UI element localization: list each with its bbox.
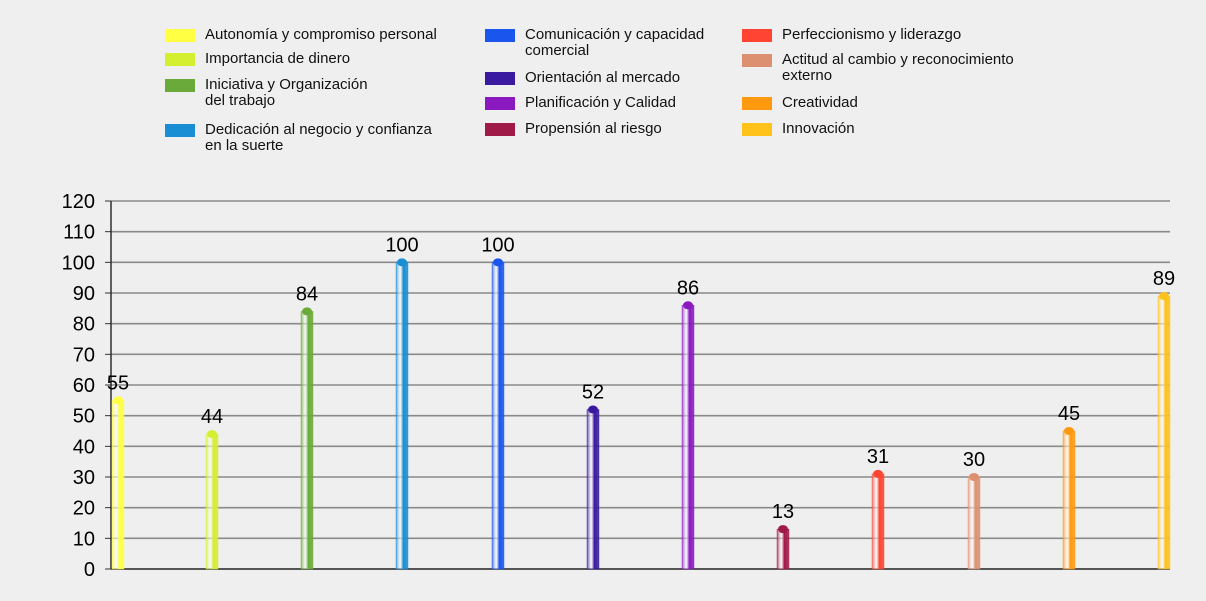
- y-tick-label: 30: [73, 467, 95, 489]
- legend-item: Comunicación y capacidad comercial: [485, 27, 704, 59]
- legend-label: Autonomía y compromiso personal: [205, 26, 437, 43]
- legend-swatch: [165, 29, 195, 42]
- data-label: 30: [963, 449, 985, 471]
- legend-label: Innovación: [782, 120, 855, 137]
- bar: [682, 305, 694, 569]
- bar: [112, 400, 124, 569]
- legend-swatch: [165, 53, 195, 66]
- data-label: 100: [481, 234, 514, 256]
- bar: [492, 262, 504, 569]
- data-label: 84: [296, 283, 318, 305]
- legend-item: Actitud al cambio y reconocimiento exter…: [742, 52, 1014, 84]
- legend-swatch: [165, 124, 195, 137]
- y-tick-label: 10: [73, 528, 95, 550]
- data-label: 89: [1153, 268, 1175, 290]
- legend-item: Innovación: [742, 121, 855, 137]
- y-tick-label: 60: [73, 375, 95, 397]
- bar-cap: [113, 396, 123, 405]
- data-label: 55: [107, 372, 129, 394]
- legend-item: Orientación al mercado: [485, 70, 680, 86]
- legend-label: Planificación y Calidad: [525, 94, 676, 111]
- data-label: 52: [582, 382, 604, 404]
- legend-swatch: [742, 54, 772, 67]
- legend-item: Autonomía y compromiso personal: [165, 27, 437, 43]
- legend-swatch: [485, 97, 515, 110]
- y-tick-label: 100: [62, 252, 95, 274]
- bar-cap: [207, 430, 217, 439]
- legend-label: Iniciativa y Organización del trabajo: [205, 76, 368, 109]
- y-tick-label: 20: [73, 498, 95, 520]
- data-label: 13: [772, 501, 794, 523]
- bar: [1158, 296, 1170, 569]
- legend-swatch: [742, 29, 772, 42]
- bar: [301, 311, 313, 569]
- bar-cap: [493, 258, 503, 267]
- y-tick-label: 0: [84, 559, 95, 581]
- y-tick-label: 90: [73, 283, 95, 305]
- y-tick-label: 80: [73, 314, 95, 336]
- bar-cap: [1064, 427, 1074, 435]
- bar-cap: [778, 525, 788, 534]
- y-tick-label: 110: [63, 222, 95, 244]
- legend-swatch: [485, 123, 515, 136]
- legend-label: Propensión al riesgo: [525, 120, 662, 137]
- bar: [206, 434, 218, 569]
- legend-swatch: [485, 29, 515, 42]
- legend-item: Planificación y Calidad: [485, 95, 676, 111]
- data-label: 100: [385, 234, 418, 256]
- legend-label: Creatividad: [782, 94, 858, 111]
- data-label: 31: [867, 446, 889, 468]
- legend-item: Creatividad: [742, 95, 858, 111]
- legend-label: Dedicación al negocio y confianza en la …: [205, 121, 432, 154]
- bar-cap: [683, 301, 693, 310]
- y-tick-label: 40: [73, 436, 95, 458]
- bar: [872, 473, 884, 569]
- legend-swatch: [742, 97, 772, 110]
- bar: [968, 477, 980, 569]
- legend-label: Actitud al cambio y reconocimiento exter…: [782, 51, 1014, 84]
- bar-cap: [873, 469, 883, 478]
- y-tick-label: 70: [73, 344, 95, 366]
- legend-label: Perfeccionismo y liderazgo: [782, 26, 962, 43]
- bar-cap: [588, 405, 598, 414]
- data-label: 86: [677, 277, 699, 299]
- bar: [587, 409, 599, 569]
- bar-cap: [969, 473, 979, 481]
- bar: [1063, 431, 1075, 569]
- bar: [777, 529, 789, 569]
- bar-cap: [397, 258, 407, 267]
- y-tick-label: 120: [62, 191, 95, 213]
- bar: [396, 262, 408, 569]
- legend-item: Dedicación al negocio y confianza en la …: [165, 122, 432, 154]
- legend-swatch: [485, 72, 515, 85]
- data-label: 45: [1058, 403, 1080, 425]
- legend-item: Perfeccionismo y liderazgo: [742, 27, 961, 43]
- legend-label: Importancia de dinero: [205, 50, 351, 67]
- bar-cap: [1159, 292, 1169, 301]
- legend-item: Propensión al riesgo: [485, 121, 662, 137]
- legend-item: Importancia de dinero: [165, 51, 350, 67]
- legend-swatch: [165, 79, 195, 92]
- legend-label: Comunicación y capacidad comercial: [525, 26, 705, 59]
- legend-label: Orientación al mercado: [525, 69, 681, 86]
- legend-swatch: [742, 123, 772, 136]
- legend-item: Iniciativa y Organización del trabajo: [165, 77, 368, 109]
- data-label: 44: [201, 406, 223, 428]
- y-tick-label: 50: [73, 406, 95, 428]
- bar-cap: [302, 307, 312, 316]
